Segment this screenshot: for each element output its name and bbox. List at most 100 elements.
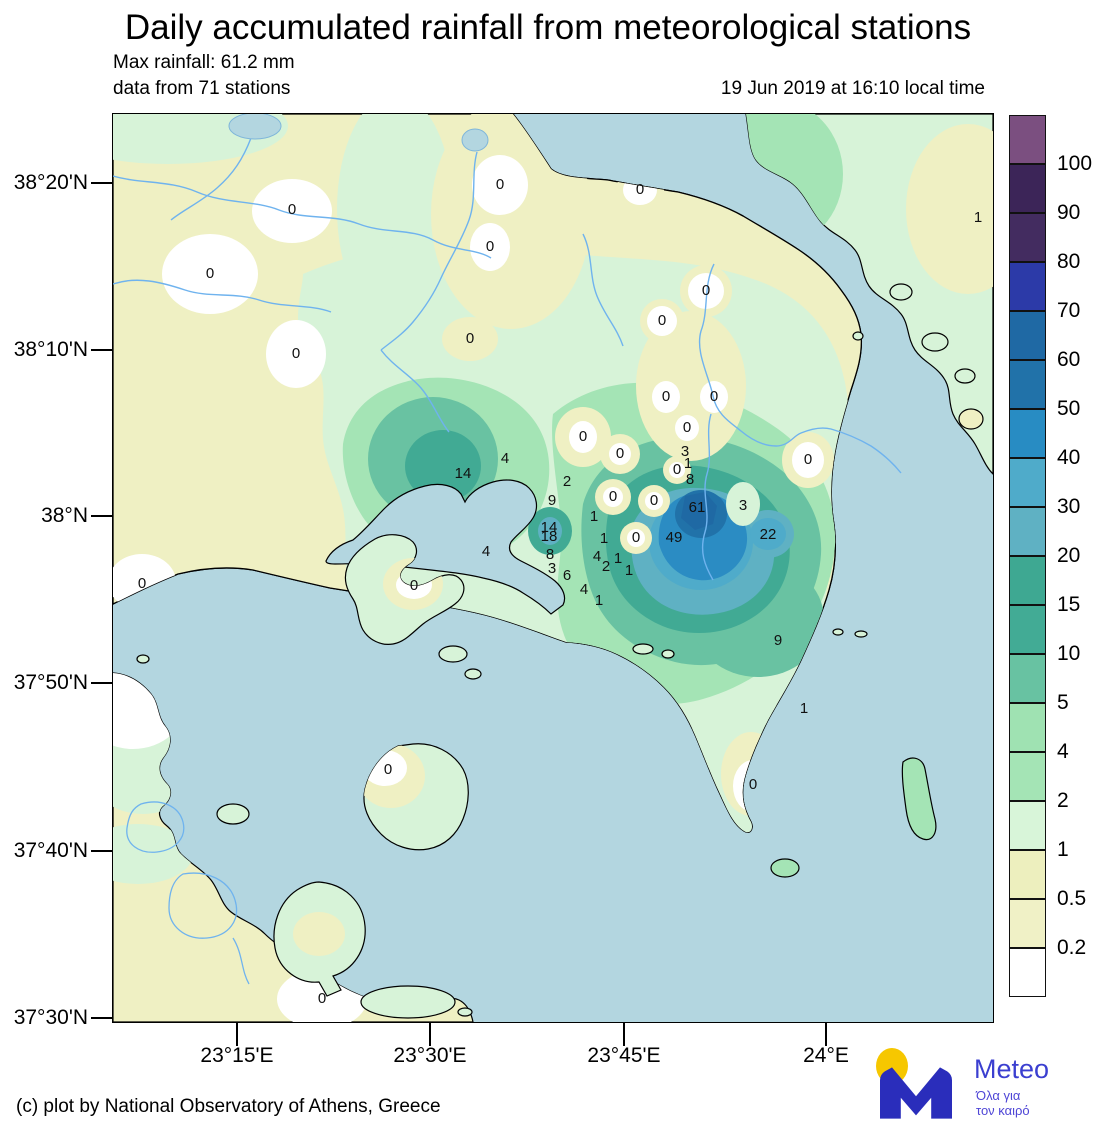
colorbar-cell xyxy=(1009,409,1046,458)
station-value-label: 0 xyxy=(465,330,475,348)
station-value-label: 0 xyxy=(631,529,641,547)
colorbar-cell xyxy=(1009,115,1046,164)
station-value-label: 22 xyxy=(759,526,777,544)
station-value-label: 9 xyxy=(773,632,783,650)
station-value-label: 3 xyxy=(680,443,690,461)
y-tick-mark xyxy=(91,1017,112,1019)
colorbar-cell xyxy=(1009,164,1046,213)
map-canvas xyxy=(113,114,993,1022)
station-value-label: 4 xyxy=(579,581,589,599)
meteo-logo: Meteo Όλα για τον καιρό xyxy=(866,1042,1092,1126)
colorbar-tick-label: 50 xyxy=(1057,397,1081,420)
colorbar-tick-label: 1 xyxy=(1057,838,1069,861)
station-value-label: 14 xyxy=(540,519,558,537)
station-value-label: 2 xyxy=(601,558,611,576)
lakes xyxy=(228,114,489,152)
colorbar-cell xyxy=(1009,850,1046,899)
station-value-label: 8 xyxy=(685,471,695,489)
station-value-label: 0 xyxy=(615,445,625,463)
colorbar-tick-label: 0.5 xyxy=(1057,887,1087,910)
stations-layer: 0 0 0 0 0 0 0 1 0 0 0 0 0 0 0 3 1 0 8 2 9 14 4 14 18 0 0 1 61 3 49 22 0 1… xyxy=(113,114,993,1022)
station-value-label: 4 xyxy=(481,543,491,561)
colorbar-cell xyxy=(1009,703,1046,752)
methana-dry-core xyxy=(293,912,345,956)
sw-streams xyxy=(126,801,250,985)
y-tick-label: 38°20'N xyxy=(13,171,88,194)
station-value-label: 0 xyxy=(672,461,682,479)
logo-m-icon xyxy=(880,1067,952,1119)
colorbar-tick-label: 0.2 xyxy=(1057,936,1087,959)
station-count-annotation: data from 71 stations xyxy=(113,78,291,99)
station-value-label: 0 xyxy=(485,238,495,256)
colorbar xyxy=(1009,115,1046,997)
y-tick-mark xyxy=(91,182,112,184)
patroklos xyxy=(770,858,800,878)
station-value-label: 0 xyxy=(803,451,813,469)
colorbar-tick-label: 20 xyxy=(1057,544,1081,567)
station-value-label: 0 xyxy=(317,990,327,1008)
station-value-label: 14 xyxy=(454,465,472,483)
colorbar-cell xyxy=(1009,654,1046,703)
logo-tagline-line2: τον καιρό xyxy=(976,1103,1030,1118)
colorbar-cell xyxy=(1009,360,1046,409)
y-tick-label: 38°10'N xyxy=(13,338,88,361)
station-value-label: 0 xyxy=(682,419,692,437)
station-value-label: 0 xyxy=(495,176,505,194)
station-value-label: 0 xyxy=(608,488,618,506)
colorbar-tick-label: 4 xyxy=(1057,740,1069,763)
page-title: Daily accumulated rainfall from meteorol… xyxy=(124,8,972,47)
x-tick-mark xyxy=(429,1022,431,1046)
colorbar-cell xyxy=(1009,556,1046,605)
colorbar-tick-label: 15 xyxy=(1057,593,1081,616)
makronisos xyxy=(901,757,937,841)
station-value-label: 1 xyxy=(589,508,599,526)
station-value-label: 0 xyxy=(578,428,588,446)
station-value-label: 8 xyxy=(545,546,555,564)
colorbar-tick-label: 5 xyxy=(1057,691,1069,714)
station-value-label: 0 xyxy=(661,388,671,406)
y-tick-mark xyxy=(91,515,112,517)
station-value-label: 3 xyxy=(738,497,748,515)
colorbar-cell xyxy=(1009,948,1046,997)
station-value-label: 0 xyxy=(287,201,297,219)
colorbar-tick-label: 10 xyxy=(1057,642,1081,665)
station-value-label: 49 xyxy=(665,529,683,547)
colorbar-cell xyxy=(1009,507,1046,556)
x-tick-mark xyxy=(825,1022,827,1046)
station-value-label: 0 xyxy=(709,388,719,406)
colorbar-tick-label: 30 xyxy=(1057,495,1081,518)
colorbar-cell xyxy=(1009,262,1046,311)
station-value-label: 0 xyxy=(383,761,393,779)
copyright-text: (c) plot by National Observatory of Athe… xyxy=(16,1096,441,1117)
colorbar-tick-label: 70 xyxy=(1057,299,1081,322)
y-tick-label: 37°50'N xyxy=(13,671,88,694)
x-tick-label: 24°E xyxy=(803,1044,849,1067)
station-value-label: 2 xyxy=(562,473,572,491)
colorbar-cell xyxy=(1009,605,1046,654)
station-value-label: 1 xyxy=(799,700,809,718)
station-value-label: 0 xyxy=(635,181,645,199)
station-value-label: 1 xyxy=(599,530,609,548)
station-value-label: 0 xyxy=(701,282,711,300)
max-rainfall-annotation: Max rainfall: 61.2 mm xyxy=(113,52,295,73)
x-tick-mark xyxy=(236,1022,238,1046)
y-tick-mark xyxy=(91,682,112,684)
station-value-label: 0 xyxy=(649,492,659,510)
colorbar-tick-label: 2 xyxy=(1057,789,1069,812)
colorbar-tick-label: 60 xyxy=(1057,348,1081,371)
angistri xyxy=(216,803,250,825)
station-value-label: 1 xyxy=(624,562,634,580)
station-value-label: 6 xyxy=(562,567,572,585)
station-value-label: 3 xyxy=(547,560,557,578)
station-value-label: 4 xyxy=(592,548,602,566)
y-tick-label: 37°30'N xyxy=(13,1006,88,1029)
station-value-label: 1 xyxy=(613,550,623,568)
station-value-label: 1 xyxy=(594,592,604,610)
colorbar-tick-label: 90 xyxy=(1057,201,1081,224)
colorbar-cell xyxy=(1009,458,1046,507)
station-value-label: 1 xyxy=(683,455,693,473)
colorbar-tick-label: 80 xyxy=(1057,250,1081,273)
colorbar-cell xyxy=(1009,899,1046,948)
station-value-label: 61 xyxy=(688,499,706,517)
